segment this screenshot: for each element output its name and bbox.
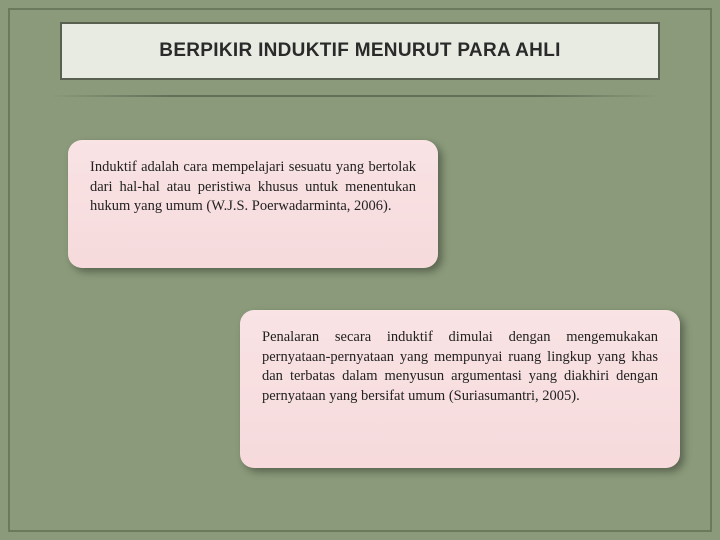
- slide-title: BERPIKIR INDUKTIF MENURUT PARA AHLI: [159, 40, 560, 62]
- title-underline: [50, 95, 660, 97]
- definition-card-1: Induktif adalah cara mempelajari sesuatu…: [68, 140, 438, 268]
- definition-text-2: Penalaran secara induktif dimulai dengan…: [262, 328, 658, 406]
- definition-card-2: Penalaran secara induktif dimulai dengan…: [240, 310, 680, 468]
- definition-text-1: Induktif adalah cara mempelajari sesuatu…: [90, 158, 416, 217]
- title-box: BERPIKIR INDUKTIF MENURUT PARA AHLI: [60, 22, 660, 80]
